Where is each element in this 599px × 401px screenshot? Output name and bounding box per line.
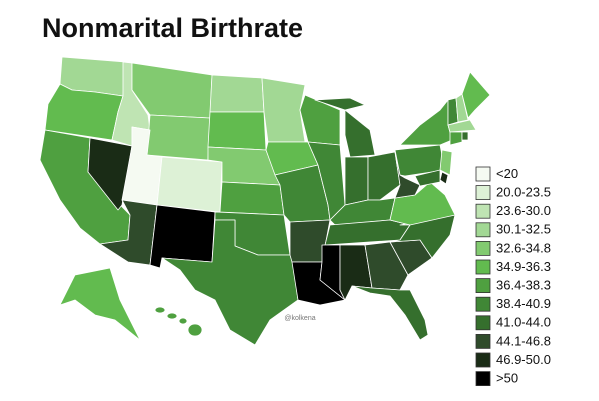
state — [314, 97, 366, 111]
legend-swatch — [475, 222, 491, 238]
state — [455, 93, 469, 123]
watermark: @kolkena — [284, 315, 315, 322]
legend-label: 41.0-44.0 — [496, 315, 551, 330]
title: Nonmarital Birthrate — [42, 13, 303, 43]
state — [447, 119, 477, 133]
legend-swatch — [475, 371, 491, 387]
state — [219, 181, 285, 216]
state — [394, 144, 446, 177]
state — [187, 323, 203, 337]
legend-swatch — [475, 352, 491, 368]
legend-swatch — [475, 203, 491, 219]
legend-swatch — [475, 259, 491, 275]
legend-label: 44.1-46.8 — [496, 333, 551, 348]
legend-label: 20.0-23.5 — [496, 185, 551, 200]
legend-label: <20 — [496, 166, 518, 181]
state — [261, 77, 306, 143]
state — [461, 131, 469, 141]
legend-swatch — [475, 315, 491, 331]
state — [364, 241, 409, 291]
state — [156, 156, 223, 213]
legend-label: >50 — [496, 371, 518, 386]
legend-label: 46.9-50.0 — [496, 352, 551, 367]
state — [161, 219, 299, 346]
legend-label: 32.6-34.8 — [496, 240, 551, 255]
state — [439, 149, 453, 176]
us-map — [39, 56, 491, 346]
state — [344, 109, 376, 158]
state — [389, 214, 456, 259]
state — [59, 267, 141, 341]
legend-swatch — [475, 278, 491, 294]
legend-swatch — [475, 166, 491, 182]
legend-swatch — [475, 333, 491, 349]
state — [149, 204, 216, 269]
legend-label: 36.4-38.3 — [496, 278, 551, 293]
state — [207, 111, 267, 151]
state — [344, 156, 369, 206]
state — [87, 137, 133, 211]
legend-swatch — [475, 185, 491, 201]
state — [146, 114, 211, 161]
legend: <20 20.0-23.5 23.6-30.0 30.1-32.5 32.6-34.8 3… — [475, 166, 551, 387]
legend-label: 38.4-40.9 — [496, 296, 551, 311]
legend-label: 23.6-30.0 — [496, 203, 551, 218]
legend-label: 34.9-36.3 — [496, 259, 551, 274]
state — [166, 312, 178, 320]
legend-label: 30.1-32.5 — [496, 222, 551, 237]
state — [154, 306, 166, 314]
state — [461, 71, 491, 119]
state — [351, 285, 429, 341]
state — [367, 151, 401, 201]
state — [209, 74, 265, 113]
state — [449, 131, 463, 146]
state — [178, 317, 188, 325]
legend-swatch — [475, 296, 491, 312]
legend-swatch — [475, 240, 491, 256]
state — [414, 169, 441, 187]
state — [439, 171, 449, 185]
